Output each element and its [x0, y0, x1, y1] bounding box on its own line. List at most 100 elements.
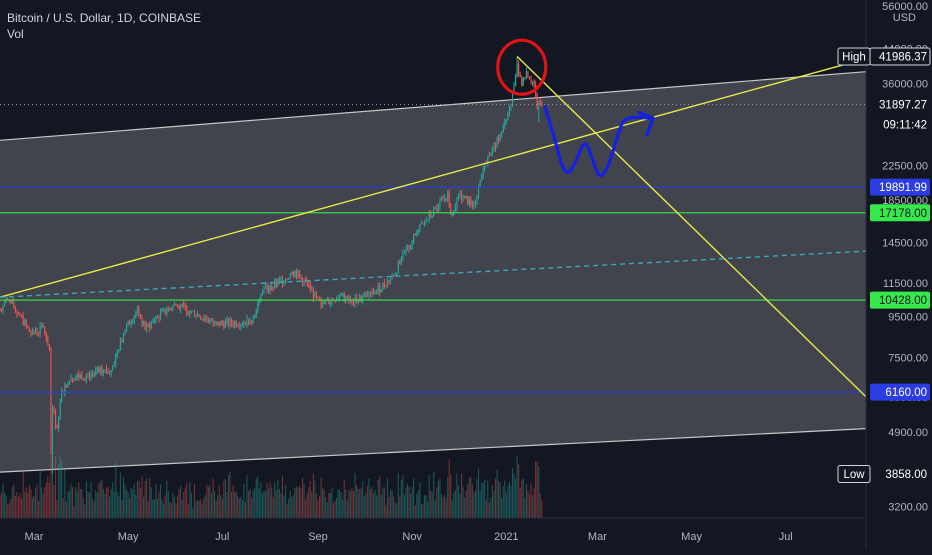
candle-body	[118, 350, 120, 352]
candle-body	[274, 281, 276, 289]
candle-body	[260, 293, 262, 302]
candle	[377, 282, 379, 296]
volume-bar	[291, 497, 293, 518]
volume-bar	[317, 500, 319, 518]
candle	[214, 320, 216, 327]
candle	[433, 205, 435, 217]
candle-body	[70, 377, 72, 382]
candle-body	[141, 318, 143, 325]
candle-body	[133, 315, 135, 322]
candle-body	[186, 306, 188, 314]
candle	[175, 303, 177, 307]
candle	[445, 198, 447, 202]
candle-body	[237, 326, 239, 328]
volume-bar	[419, 482, 421, 518]
candle-body	[99, 367, 101, 373]
price-tag-caption-background	[837, 465, 871, 484]
volume-bar	[393, 496, 395, 518]
candle	[479, 179, 481, 188]
candle	[288, 277, 290, 281]
candle-body	[428, 213, 430, 220]
candle	[79, 373, 81, 380]
candle	[70, 374, 72, 382]
candle	[212, 317, 214, 327]
volume-bar	[397, 472, 399, 518]
candle	[335, 296, 338, 302]
volume-bar	[530, 483, 532, 518]
volume-bar	[95, 490, 97, 518]
price-tick-label: 9500.00	[888, 311, 928, 323]
candle	[76, 372, 78, 381]
volume-bar	[337, 489, 339, 518]
candle-body	[5, 299, 7, 303]
candle	[4, 300, 6, 307]
volume-bar	[172, 493, 174, 518]
price-tag-background	[870, 178, 930, 196]
candle-body	[90, 374, 92, 378]
volume-bar	[390, 489, 392, 518]
candle	[465, 194, 467, 200]
candle	[192, 310, 194, 312]
volume-bar	[325, 497, 327, 518]
volume-bar	[252, 490, 254, 518]
price-tick-label: 18500.00	[882, 195, 928, 207]
candle-body	[184, 304, 186, 307]
volume-bar	[7, 504, 9, 518]
volume-bar	[31, 497, 33, 518]
candle	[25, 318, 27, 329]
volume-bar	[427, 501, 429, 518]
candle-body	[232, 323, 234, 326]
price-tag-background	[870, 383, 930, 401]
candle-body	[457, 195, 460, 198]
candle	[197, 310, 199, 317]
volume-bar	[402, 474, 404, 518]
volume-bar	[249, 489, 251, 518]
candle-body	[217, 321, 219, 324]
candle-body	[291, 271, 293, 275]
volume-bar	[462, 486, 464, 518]
volume-bar	[56, 500, 58, 518]
projection-arrowhead	[637, 110, 655, 137]
candle	[204, 314, 206, 323]
volume-bar	[234, 491, 236, 518]
candle-body	[491, 147, 493, 154]
candle-body	[496, 138, 498, 149]
candle-body	[470, 199, 472, 205]
volume-bar	[366, 486, 368, 518]
candle	[93, 371, 95, 378]
candle	[459, 190, 461, 199]
volume-bar	[502, 486, 504, 518]
volume-bar	[312, 473, 314, 518]
candle-body	[521, 76, 523, 86]
candle	[496, 136, 498, 149]
volume-bar	[133, 483, 135, 518]
candle	[201, 318, 203, 322]
candle-body	[385, 285, 387, 287]
volume-bar	[382, 487, 384, 518]
time-tick-label: Mar	[588, 531, 607, 543]
candle-body	[464, 195, 466, 199]
candle	[385, 284, 387, 288]
candle-body	[1, 309, 3, 311]
candle	[423, 220, 426, 227]
candle-body	[527, 71, 529, 78]
candle	[471, 200, 473, 210]
candle-body	[192, 310, 194, 312]
candle-body	[38, 332, 40, 334]
candle-body	[484, 162, 486, 170]
volume-bar	[297, 487, 299, 518]
candle	[105, 364, 108, 374]
candle	[477, 184, 480, 200]
volume-bar	[339, 489, 341, 518]
candle	[488, 151, 490, 157]
candle-body	[498, 138, 500, 141]
candle-body	[56, 425, 58, 429]
volume-bar	[510, 486, 512, 518]
volume-bar	[468, 478, 470, 518]
candle-body	[297, 270, 299, 277]
candle	[405, 245, 407, 257]
volume-bar	[346, 500, 348, 518]
candle	[241, 321, 243, 328]
